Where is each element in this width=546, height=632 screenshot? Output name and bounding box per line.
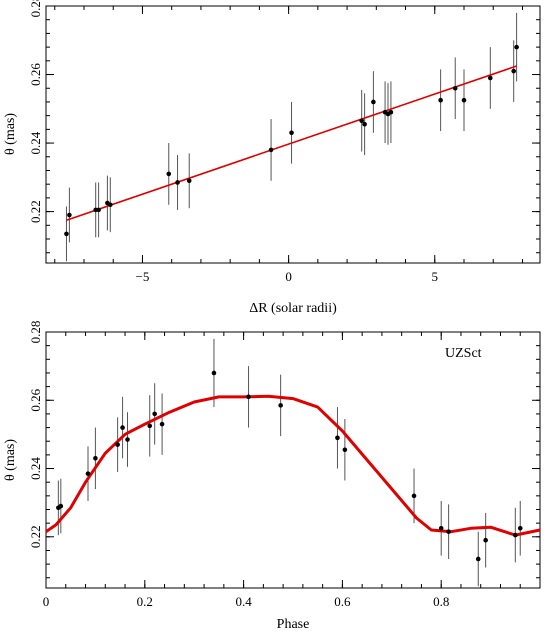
bottom-data-point — [147, 423, 153, 429]
bottom-data-point — [93, 455, 98, 461]
top-y-tick-label: 0.28 — [28, 0, 43, 17]
bottom-x-tick-label: 0.4 — [235, 594, 252, 609]
top-panel: −5 0 5 0.22 0.24 0.26 0.28 ΔR (solar radii) θ … — [3, 0, 541, 316]
bottom-panel: 0 0.2 0.4 0.6 0.8 0.22 0.24 0.26 0.28 UZSct Phas… — [3, 321, 541, 632]
bottom-x-tick-label: 0.2 — [137, 594, 153, 609]
top-data-point — [289, 130, 294, 136]
bottom-data-point — [159, 421, 165, 427]
bottom-tick-labels: 0 0.2 0.4 0.6 0.8 0.22 0.24 0.26 0.28 — [28, 321, 449, 609]
bottom-y-tick-label: 0.28 — [28, 321, 43, 344]
bottom-x-tick-label: 0.8 — [433, 594, 449, 609]
bottom-y-tick-label: 0.24 — [28, 457, 43, 480]
bottom-x-tick-label: 0.6 — [334, 594, 351, 609]
bottom-data-point — [125, 437, 130, 442]
bottom-y-axis-label: θ (mas) — [3, 439, 18, 481]
top-x-tick-label: 0 — [285, 269, 292, 284]
bottom-data-point — [85, 471, 91, 476]
top-x-tick-label: −5 — [136, 269, 150, 284]
bottom-data-point — [335, 435, 340, 441]
top-data-point — [108, 202, 113, 208]
top-data-point — [175, 180, 180, 185]
top-data-point — [268, 147, 274, 153]
bottom-x-axis-label: Phase — [277, 617, 310, 632]
bottom-data-point — [342, 447, 348, 453]
bottom-data-point — [246, 394, 251, 400]
top-data-point — [166, 171, 172, 177]
bottom-data-point — [211, 370, 217, 376]
top-data-point — [64, 231, 69, 237]
top-data-point — [96, 207, 101, 213]
top-data-point — [359, 118, 364, 124]
bottom-data-point — [438, 525, 444, 531]
bottom-data-point — [483, 537, 488, 543]
bottom-fit — [45, 394, 541, 537]
top-points — [64, 44, 519, 237]
top-tick-labels: −5 0 5 0.22 0.24 0.26 0.28 — [28, 0, 438, 284]
bottom-data-point — [475, 556, 481, 562]
bottom-data-point — [120, 425, 125, 430]
top-data-point — [362, 121, 367, 127]
bottom-data-point — [411, 493, 417, 499]
top-y-axis-label: θ (mas) — [3, 113, 18, 155]
top-data-point — [514, 44, 519, 50]
bottom-y-tick-label: 0.22 — [28, 525, 43, 548]
top-plot-frame — [45, 5, 541, 264]
bottom-data-point — [58, 503, 64, 509]
top-data-point — [371, 99, 376, 105]
top-data-point — [511, 68, 516, 74]
top-y-tick-label: 0.26 — [28, 63, 43, 86]
top-data-point — [388, 109, 394, 115]
bottom-data-point — [152, 411, 157, 417]
top-y-tick-label: 0.24 — [28, 131, 43, 154]
bottom-data-point — [446, 529, 451, 534]
top-ticks — [46, 5, 540, 263]
top-data-point — [461, 97, 467, 103]
top-data-point — [452, 85, 458, 91]
star-name-label: UZSct — [445, 346, 482, 361]
bottom-data-point — [517, 525, 523, 531]
bottom-fit-curve — [45, 394, 541, 537]
bottom-data-point — [115, 442, 120, 447]
top-data-point — [67, 212, 72, 218]
top-x-tick-label: 5 — [432, 269, 439, 284]
top-data-point — [186, 178, 192, 184]
bottom-points — [56, 370, 523, 562]
top-fit-curve — [66, 65, 517, 221]
top-fit — [66, 65, 517, 221]
bottom-errorbars — [57, 338, 521, 587]
top-x-axis-label: ΔR (solar radii) — [249, 301, 337, 316]
bottom-plot-frame — [45, 331, 541, 589]
top-data-point — [488, 75, 493, 81]
top-errorbars — [65, 12, 518, 262]
top-y-tick-label: 0.22 — [28, 200, 43, 223]
top-data-point — [438, 97, 443, 103]
bottom-y-tick-label: 0.26 — [28, 388, 43, 411]
bottom-data-point — [513, 532, 518, 538]
bottom-ticks — [45, 331, 541, 588]
bottom-x-tick-label: 0 — [43, 594, 50, 609]
bottom-data-point — [278, 403, 283, 408]
